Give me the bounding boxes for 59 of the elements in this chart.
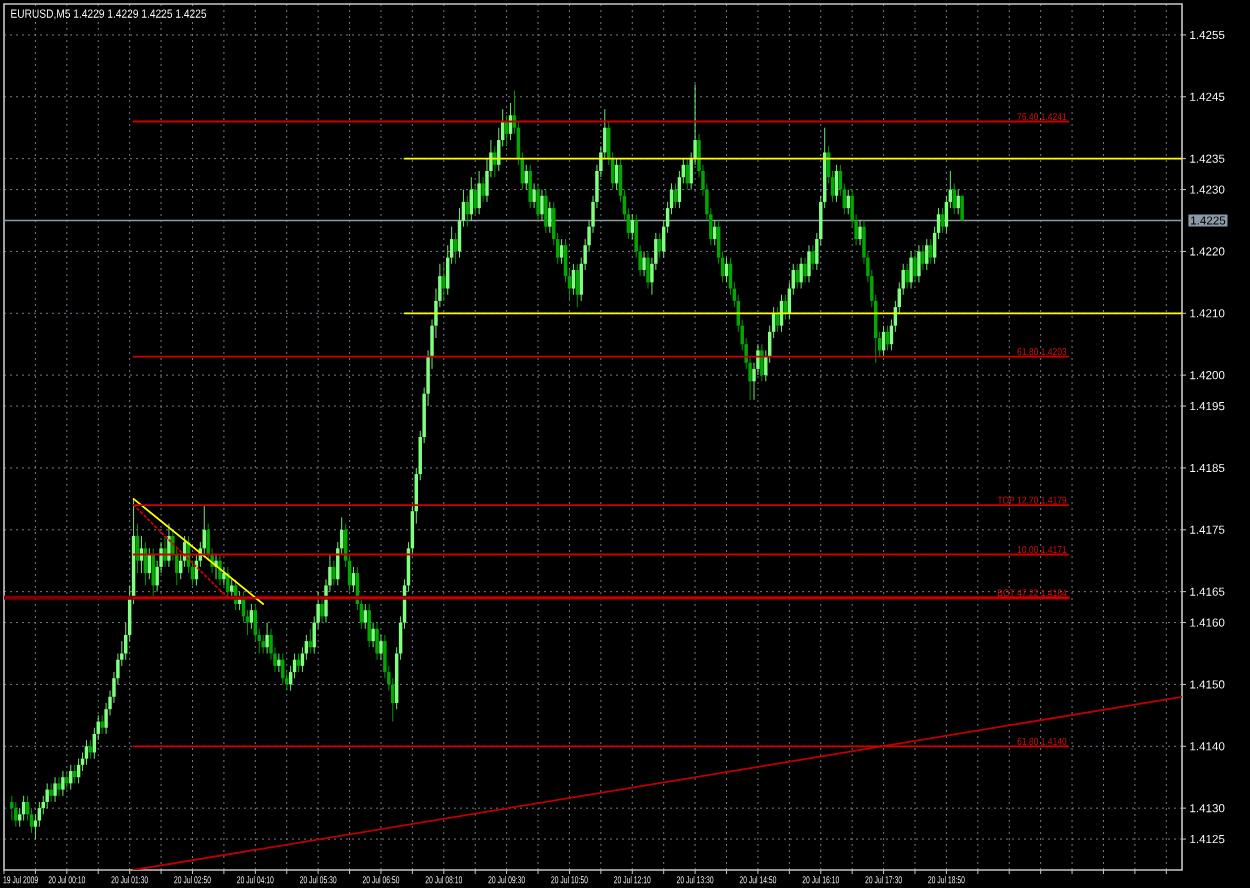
- candlestick: [858, 220, 862, 246]
- candlestick: [799, 257, 803, 289]
- candlestick: [473, 182, 477, 215]
- candlestick: [532, 182, 536, 209]
- candlestick: [100, 714, 104, 735]
- candlestick: [760, 343, 764, 382]
- candlestick: [14, 801, 18, 828]
- candlestick: [10, 795, 14, 821]
- candlestick: [811, 244, 815, 271]
- candlestick: [642, 250, 646, 277]
- candlestick: [53, 776, 57, 803]
- candlestick: [57, 776, 61, 797]
- candlestick: [84, 739, 89, 766]
- candlestick: [249, 603, 254, 630]
- candlestick: [320, 597, 324, 624]
- candlestick: [222, 566, 226, 586]
- candlestick: [442, 263, 446, 302]
- candlestick: [536, 182, 540, 221]
- candlestick: [371, 622, 375, 648]
- candlestick: [559, 238, 564, 265]
- candlestick: [913, 250, 917, 283]
- candlestick: [375, 622, 379, 661]
- candlestick: [917, 244, 921, 283]
- candlestick: [925, 238, 929, 271]
- candlestick: [540, 189, 544, 221]
- candlestick: [909, 250, 913, 289]
- candlestick: [928, 238, 933, 265]
- candlestick: [167, 523, 171, 568]
- candlestick: [548, 201, 552, 234]
- candlestick: [807, 244, 811, 283]
- candlestick: [265, 622, 269, 654]
- candlestick: [281, 653, 285, 685]
- candlestick: [379, 634, 383, 661]
- candlestick: [905, 263, 909, 289]
- candlestick: [65, 770, 69, 791]
- candlestick: [163, 535, 167, 568]
- candlestick: [45, 782, 49, 809]
- candlestick: [261, 634, 265, 654]
- candlestick: [795, 263, 799, 289]
- candlestick: [277, 653, 281, 673]
- candlestick: [367, 603, 371, 648]
- candlestick: [481, 176, 485, 203]
- candlestick: [544, 189, 548, 234]
- candlestick: [230, 578, 234, 599]
- candlestick: [226, 566, 230, 599]
- candlestick: [332, 560, 336, 586]
- candlestick: [921, 244, 925, 271]
- candlestick: [956, 189, 960, 215]
- candlestick: [49, 782, 53, 803]
- candlestick: [803, 257, 807, 283]
- candlestick: [151, 547, 155, 599]
- candlestick: [363, 603, 367, 630]
- candlestick: [528, 164, 532, 209]
- candlestick: [493, 145, 497, 178]
- candlestick: [477, 170, 481, 215]
- candlestick: [646, 250, 650, 289]
- candlestick: [940, 207, 945, 234]
- candlestick: [630, 213, 634, 240]
- candlestick: [61, 770, 65, 797]
